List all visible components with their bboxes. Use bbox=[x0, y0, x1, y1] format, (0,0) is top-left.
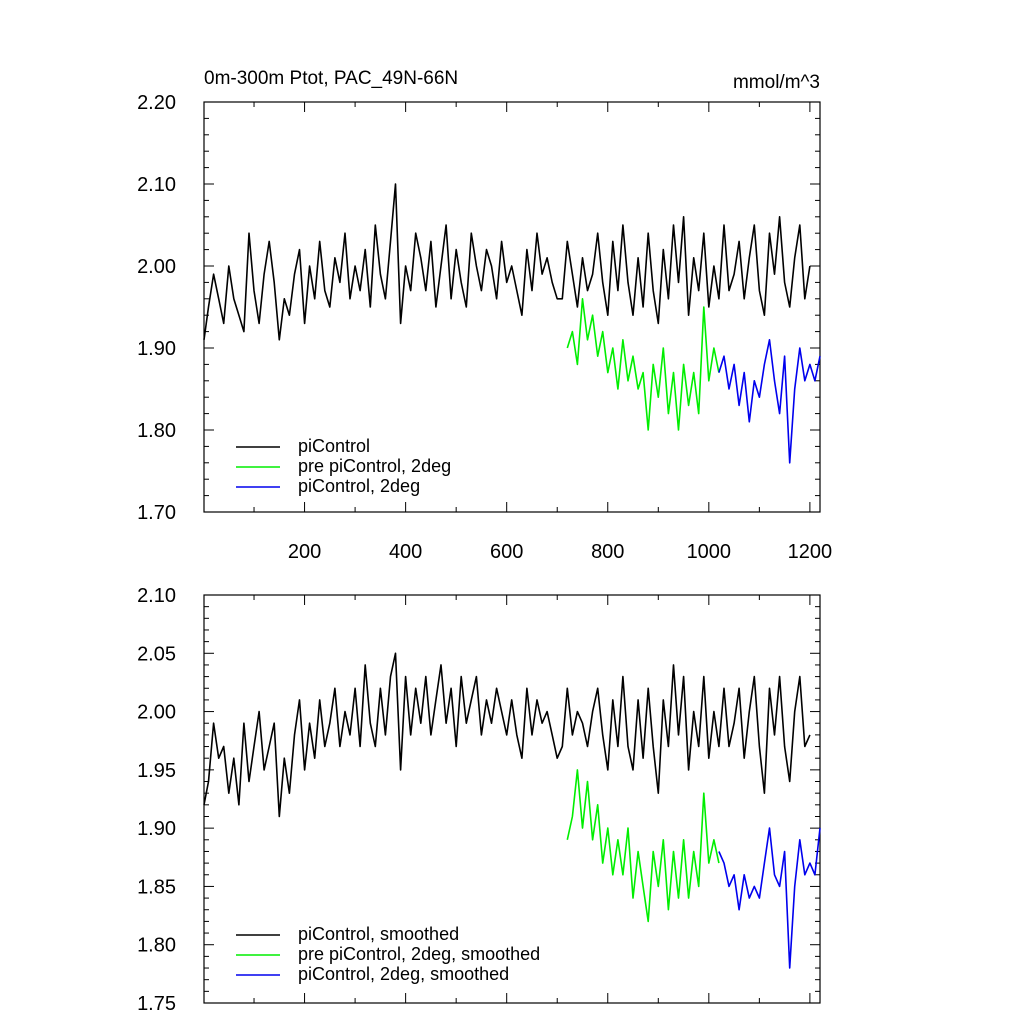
y-tick-label: 2.10 bbox=[137, 174, 176, 196]
y-tick-label: 2.00 bbox=[137, 702, 176, 724]
x-tick-label: 600 bbox=[490, 541, 523, 563]
series-line-3 bbox=[718, 338, 821, 464]
top-panel: 0m-300m Ptot, PAC_49N-66N mmol/m^3 200 40… bbox=[137, 68, 832, 563]
top-panel-title: 0m-300m Ptot, PAC_49N-66N bbox=[204, 68, 458, 89]
legend-label-1: piControl, smoothed bbox=[298, 924, 459, 944]
y-tick-label: 1.95 bbox=[137, 760, 176, 782]
y-tick-label: 2.20 bbox=[137, 92, 176, 114]
top-panel-units: mmol/m^3 bbox=[733, 72, 820, 93]
plot-frame bbox=[203, 101, 821, 513]
y-tick-label: 1.75 bbox=[137, 993, 176, 1015]
y-tick-label: 1.90 bbox=[137, 818, 176, 840]
x-tick-label: 1000 bbox=[687, 541, 732, 563]
y-tick-label: 2.05 bbox=[137, 643, 176, 665]
x-tick-label: 400 bbox=[389, 541, 422, 563]
series-line-1 bbox=[203, 183, 811, 341]
legend-label-3: piControl, 2deg, smoothed bbox=[298, 964, 509, 984]
top-plot-area: 200 400 600 800 1000 1200 1.70 1.80 1.90 2.00 2.10… bbox=[137, 92, 832, 563]
legend-label-2: pre piControl, 2deg bbox=[298, 456, 451, 476]
plot-frame bbox=[203, 594, 821, 1004]
y-tick-label: 2.00 bbox=[137, 256, 176, 278]
legend-label-1: piControl bbox=[298, 436, 370, 456]
y-tick-label: 1.80 bbox=[137, 935, 176, 957]
y-tick-label: 1.80 bbox=[137, 420, 176, 442]
bottom-plot-area: 1.75 1.80 1.85 1.90 1.95 2.00 2.05 2.10 piContro… bbox=[137, 585, 821, 1015]
legend-label-3: piControl, 2deg bbox=[298, 476, 420, 496]
y-tick-label: 1.85 bbox=[137, 876, 176, 898]
series-line-1 bbox=[203, 652, 811, 818]
y-tick-label: 1.90 bbox=[137, 338, 176, 360]
x-tick-label: 800 bbox=[591, 541, 624, 563]
x-tick-label: 200 bbox=[288, 541, 321, 563]
y-tick-label: 1.70 bbox=[137, 502, 176, 524]
bottom-panel: 1.75 1.80 1.85 1.90 1.95 2.00 2.05 2.10 piContro… bbox=[137, 585, 821, 1015]
y-tick-label: 2.10 bbox=[137, 585, 176, 607]
series-line-3 bbox=[718, 827, 821, 969]
x-tick-label: 1200 bbox=[788, 541, 833, 563]
series-line-2 bbox=[566, 769, 720, 923]
legend-label-2: pre piControl, 2deg, smoothed bbox=[298, 944, 540, 964]
series-line-2 bbox=[566, 297, 720, 431]
